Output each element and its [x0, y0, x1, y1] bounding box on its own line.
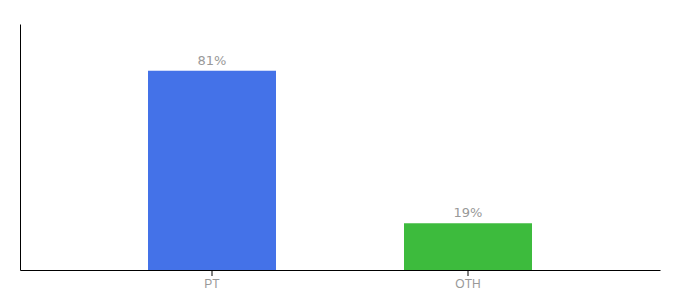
y-axis-line [20, 25, 21, 271]
x-tick-mark [468, 270, 469, 276]
x-tick: PT [204, 270, 220, 291]
data-label: 19% [454, 205, 483, 220]
y-axis [20, 25, 21, 271]
x-tick-mark [212, 270, 213, 276]
x-tick: OTH [455, 270, 480, 291]
bars [148, 71, 532, 270]
plot: PT OTH 81% 19% [21, 25, 661, 291]
x-axis: PT OTH [21, 270, 661, 291]
x-axis-line [21, 270, 661, 271]
x-tick-label: PT [204, 277, 220, 291]
x-tick-label: OTH [455, 277, 480, 291]
data-labels: 81% 19% [198, 53, 483, 221]
data-label: 81% [198, 53, 227, 68]
chart: PT OTH 81% 19% [0, 0, 680, 300]
bar [404, 223, 532, 270]
bar [148, 71, 276, 270]
